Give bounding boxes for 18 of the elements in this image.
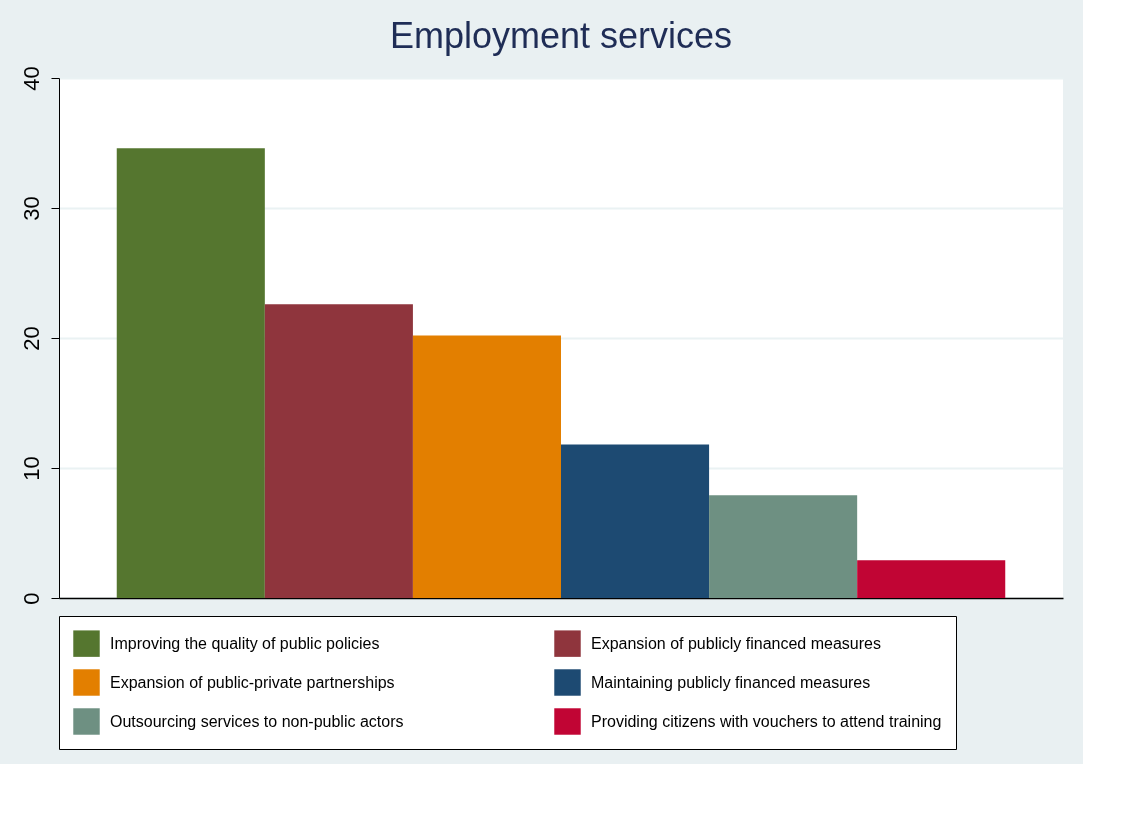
bar xyxy=(116,148,265,598)
y-tick-label: 0 xyxy=(18,592,44,605)
bar xyxy=(857,560,1006,598)
bar xyxy=(561,444,710,598)
y-tick-label: 30 xyxy=(18,196,44,221)
chart-title: Employment services xyxy=(389,14,733,56)
bar xyxy=(709,495,858,598)
legend-label: Expansion of public-private partnerships xyxy=(110,673,395,691)
y-tick-label: 40 xyxy=(18,66,44,91)
legend-label: Maintaining publicly financed measures xyxy=(591,673,871,691)
legend-label: Expansion of publicly financed measures xyxy=(591,634,881,652)
y-tick-label: 10 xyxy=(18,456,44,481)
legend-label: Providing citizens with vouchers to attend training xyxy=(591,712,942,730)
legend-label: Improving the quality of public policies xyxy=(110,634,380,652)
bar xyxy=(412,335,561,598)
legend-label: Outsourcing services to non-public actors xyxy=(110,712,404,730)
bar xyxy=(264,304,413,598)
y-tick-label: 20 xyxy=(18,326,44,351)
